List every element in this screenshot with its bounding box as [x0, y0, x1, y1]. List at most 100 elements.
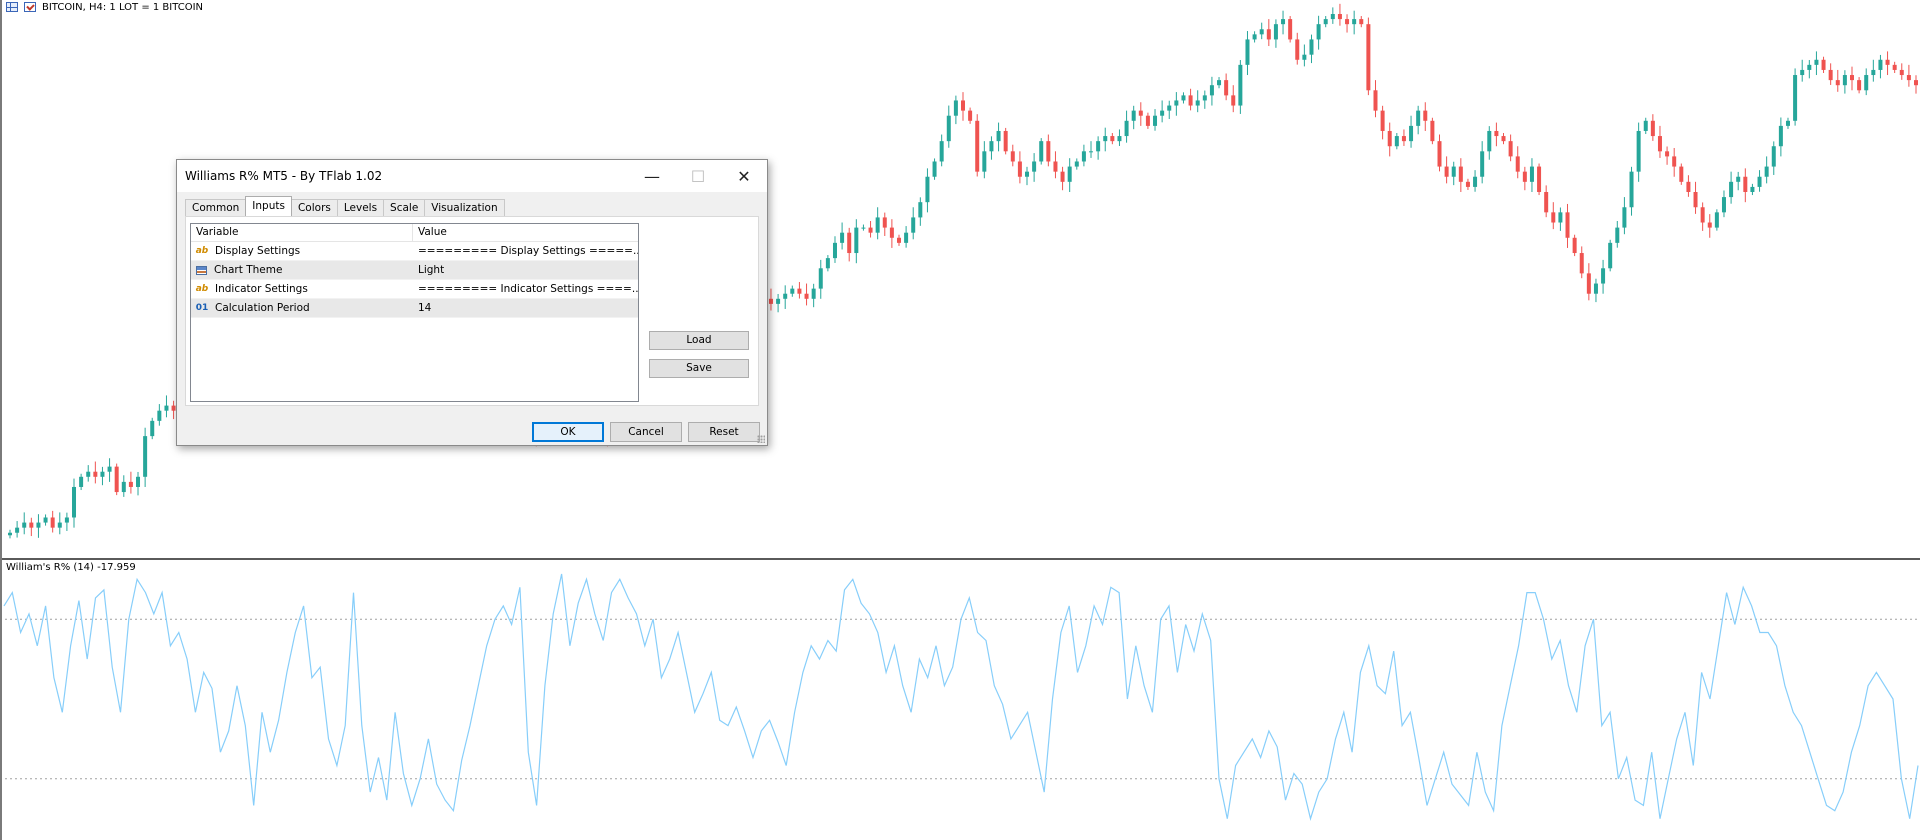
candle-body — [804, 293, 809, 299]
candle-body — [1842, 75, 1847, 86]
tab-common[interactable]: Common — [185, 199, 247, 216]
tab-inputs[interactable]: Inputs — [245, 196, 292, 216]
candle-body — [1309, 39, 1314, 55]
candle-body — [1131, 110, 1136, 121]
table-row[interactable]: ab Display Settings ========= Display Set… — [191, 242, 638, 261]
candle-body — [868, 227, 873, 233]
column-header-variable[interactable]: Variable — [191, 224, 413, 241]
string-type-icon: ab — [195, 246, 209, 256]
candle-body — [1487, 130, 1492, 152]
variable-name: Calculation Period — [215, 302, 310, 314]
candle-body — [1572, 237, 1577, 254]
candle-body — [1117, 136, 1122, 142]
candle-body — [1757, 176, 1762, 187]
variable-value[interactable]: Light — [418, 264, 445, 276]
variable-value[interactable]: ========= Display Settings =====... — [418, 245, 638, 257]
candle-body — [1458, 166, 1463, 182]
variable-value[interactable]: ========= Indicator Settings ====... — [418, 283, 638, 295]
candle-body — [157, 410, 162, 421]
checkbox-icon[interactable] — [24, 2, 36, 12]
candle-body — [121, 481, 126, 493]
candle-body — [1529, 166, 1534, 182]
candle-body — [1046, 141, 1051, 162]
symbol-label: BITCOIN, H4: 1 LOT = 1 BITCOIN — [42, 1, 204, 13]
candle-body — [1053, 161, 1058, 172]
candle-body — [1025, 171, 1030, 177]
dialog-titlebar[interactable]: Williams R% MT5 - By TFlab 1.02 — ☐ ✕ — [177, 160, 767, 192]
candle-body — [1238, 64, 1243, 106]
variable-value[interactable]: 14 — [418, 302, 432, 314]
candle-body — [57, 522, 62, 528]
candle-body — [1665, 151, 1670, 157]
candle-body — [1565, 212, 1570, 238]
candle-body — [1103, 136, 1108, 142]
candle-body — [1195, 100, 1200, 106]
candle-body — [1366, 24, 1371, 91]
williams-r-subwindow[interactable] — [0, 560, 1920, 840]
candle-body — [1266, 29, 1271, 40]
candle-body — [1081, 151, 1086, 162]
table-header: Variable Value — [191, 224, 638, 242]
candle-body — [1835, 80, 1840, 86]
candle-body — [43, 517, 48, 523]
candle-body — [36, 522, 41, 528]
candle-body — [1181, 95, 1186, 101]
candle-body — [114, 466, 119, 493]
candle-body — [1259, 29, 1264, 35]
column-header-value[interactable]: Value — [418, 226, 447, 238]
dialog-title: Williams R% MT5 - By TFlab 1.02 — [185, 169, 383, 183]
candle-body — [1224, 80, 1229, 96]
table-row[interactable]: 01 Calculation Period 14 — [191, 299, 638, 318]
candle-body — [1643, 120, 1648, 131]
candle-body — [1245, 39, 1250, 65]
candle-body — [1593, 283, 1598, 294]
save-button[interactable]: Save — [649, 359, 749, 378]
candle-body — [1857, 80, 1862, 91]
table-row[interactable]: Chart Theme Light — [191, 261, 638, 280]
candle-body — [932, 161, 937, 177]
candle-body — [1302, 54, 1307, 60]
table-row[interactable]: ab Indicator Settings ========= Indicator… — [191, 280, 638, 299]
candle-body — [1089, 151, 1094, 153]
candle-body — [1700, 207, 1705, 223]
resize-grip-icon[interactable] — [757, 435, 765, 443]
candle-body — [1515, 156, 1520, 172]
candle-body — [1202, 95, 1207, 101]
subwindow-separator[interactable] — [0, 558, 1920, 560]
tab-visualization[interactable]: Visualization — [424, 199, 505, 216]
candle-body — [1608, 242, 1613, 269]
minimize-button[interactable]: — — [644, 166, 660, 186]
candle-body — [1714, 212, 1719, 228]
reset-button[interactable]: Reset — [688, 422, 760, 442]
ok-button[interactable]: OK — [532, 422, 604, 442]
string-type-icon: ab — [195, 284, 209, 294]
candle-body — [1501, 136, 1506, 142]
candle-body — [797, 288, 802, 294]
load-button[interactable]: Load — [649, 331, 749, 350]
inputs-table[interactable]: Variable Value ab Display Settings ======… — [190, 223, 639, 402]
candle-body — [1437, 141, 1442, 167]
candle-body — [1871, 69, 1876, 76]
candle-body — [1636, 130, 1641, 172]
candle-body — [1273, 24, 1278, 40]
candle-body — [1352, 19, 1357, 25]
grid-icon[interactable] — [6, 2, 18, 12]
tab-colors[interactable]: Colors — [290, 199, 338, 216]
close-button[interactable]: ✕ — [737, 166, 751, 186]
candle-body — [1828, 69, 1833, 81]
candle-body — [1558, 212, 1563, 223]
cancel-button[interactable]: Cancel — [610, 422, 682, 442]
tab-scale[interactable]: Scale — [383, 199, 426, 216]
candle-body — [1231, 95, 1236, 106]
candle-body — [1793, 75, 1798, 121]
candle-body — [1359, 19, 1364, 25]
candle-body — [840, 232, 845, 243]
candle-body — [86, 471, 91, 477]
candle-body — [1252, 34, 1257, 40]
candle-body — [1387, 130, 1392, 147]
integer-type-icon: 01 — [195, 303, 209, 313]
candle-body — [1209, 85, 1214, 96]
candle-body — [171, 405, 176, 411]
candle-body — [768, 298, 773, 304]
tab-levels[interactable]: Levels — [336, 199, 385, 216]
